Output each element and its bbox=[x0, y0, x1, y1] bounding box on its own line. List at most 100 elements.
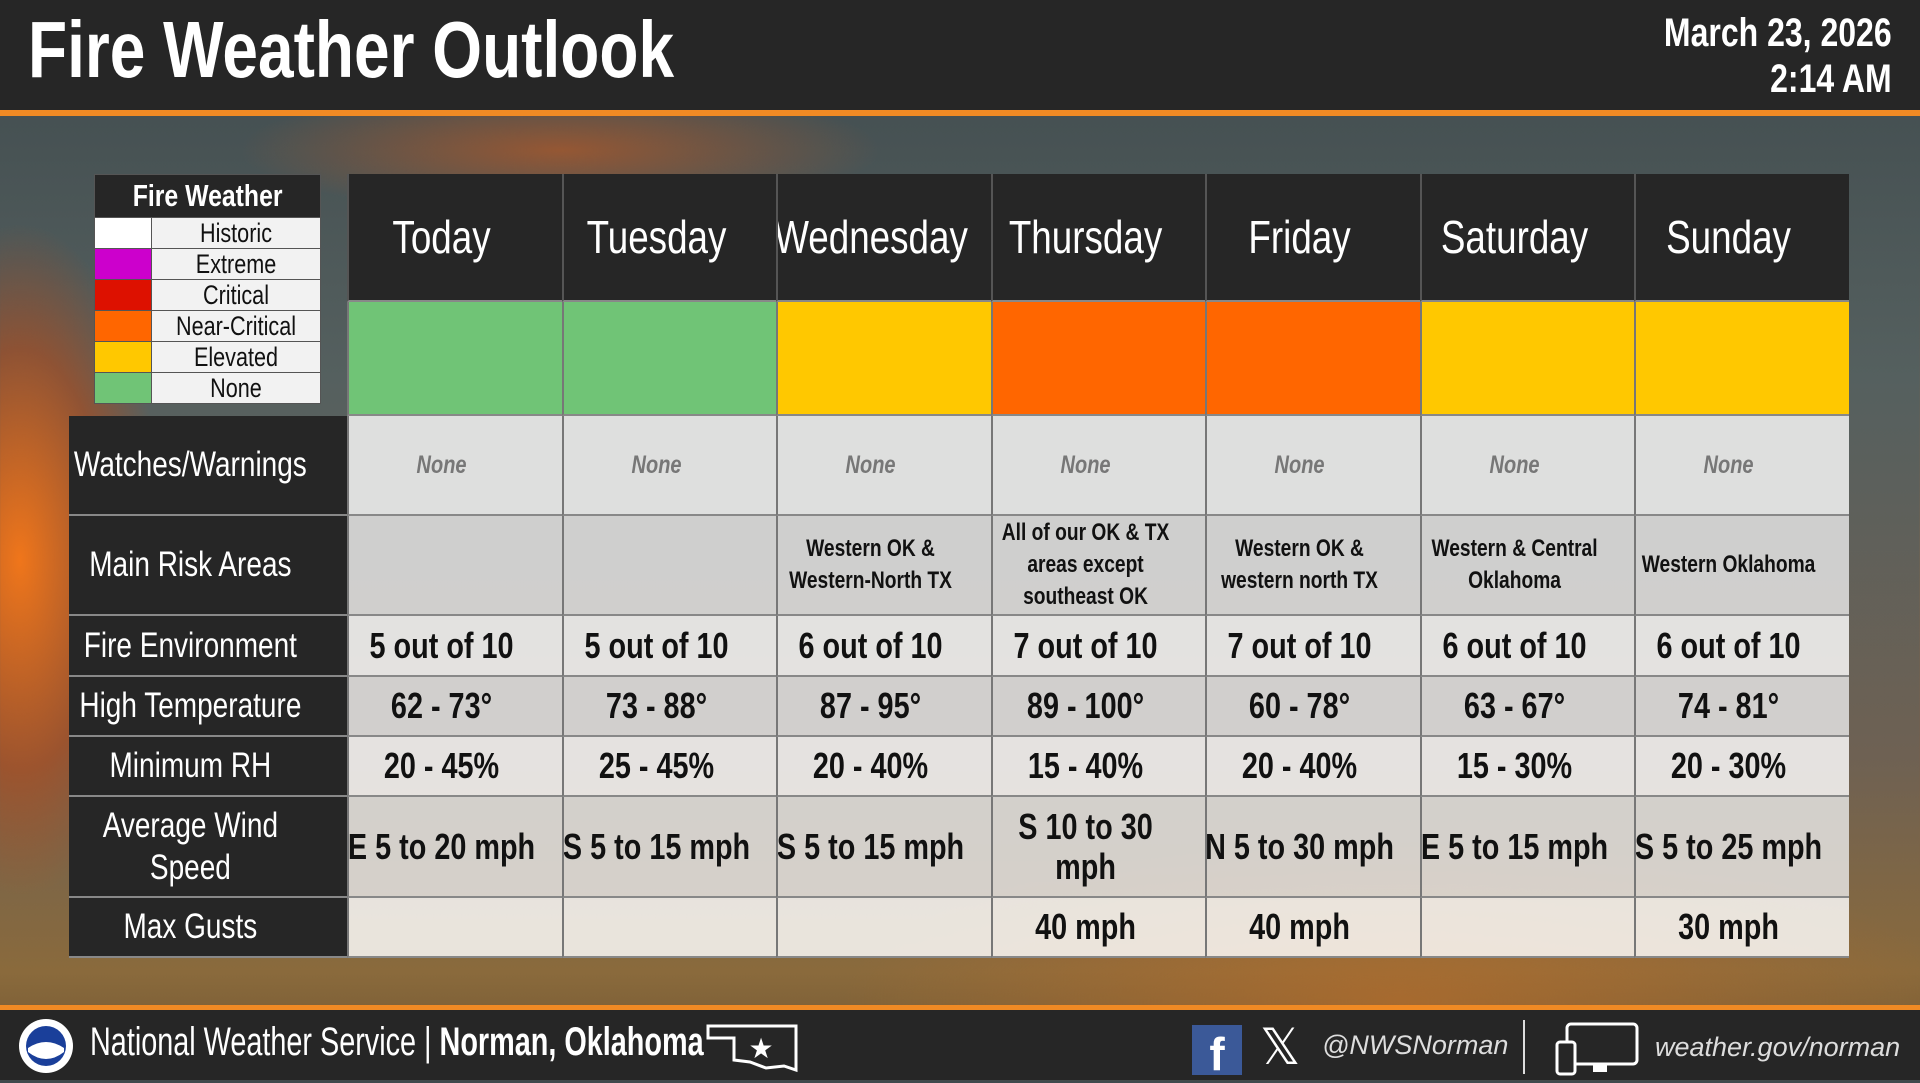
risk-level-elevated bbox=[1634, 302, 1849, 416]
row-label: Max Gusts bbox=[69, 898, 347, 958]
cell-high-temp: 87 - 95° bbox=[776, 677, 991, 737]
row-label-text: Max Gusts bbox=[123, 907, 258, 946]
cell-value: 20 - 30% bbox=[1671, 745, 1787, 786]
cell-value: 30 mph bbox=[1678, 906, 1780, 947]
cell-value: 5 out of 10 bbox=[369, 624, 514, 666]
cell-value: S 5 to 25 mph bbox=[1635, 825, 1823, 867]
cell-value: None bbox=[416, 450, 467, 479]
cell-watches: None bbox=[1634, 416, 1849, 516]
legend-swatch bbox=[95, 311, 151, 341]
legend-swatch bbox=[95, 280, 151, 310]
legend-swatch bbox=[95, 342, 151, 372]
device-icon bbox=[1555, 1022, 1639, 1076]
cell-watches: None bbox=[1205, 416, 1420, 516]
day-header-sunday: Sunday bbox=[1634, 174, 1849, 302]
footer: National Weather Service | Norman, Oklah… bbox=[0, 1005, 1920, 1080]
cell-wind: S 5 to 15 mph bbox=[561, 797, 776, 898]
cell-value: 25 - 45% bbox=[598, 745, 715, 786]
office-name: Norman, Oklahoma bbox=[439, 1020, 704, 1064]
cell-value: E 5 to 15 mph bbox=[1420, 825, 1609, 867]
legend-swatch bbox=[95, 373, 151, 403]
legend-title-text: Fire Weather bbox=[132, 178, 283, 213]
cell-value: 89 - 100° bbox=[1026, 685, 1145, 726]
cell-value: 20 - 45% bbox=[384, 745, 500, 786]
cell-min-rh: 15 - 40% bbox=[990, 737, 1205, 797]
legend: Fire Weather Historic Extreme Critical Near… bbox=[94, 174, 321, 404]
row-risk: Main Risk Areas Western OK & Western-Nort… bbox=[69, 516, 1849, 616]
legend-item: Historic bbox=[95, 217, 320, 248]
row-min-rh: Minimum RH 20 - 45% 25 - 45% 20 - 40% 15 - 4… bbox=[69, 737, 1849, 797]
day-name: Friday bbox=[1248, 211, 1352, 263]
cell-value: 15 - 40% bbox=[1027, 745, 1144, 786]
row-color bbox=[69, 302, 1849, 416]
risk-level-none bbox=[347, 302, 562, 416]
cell-value: 62 - 73° bbox=[391, 685, 493, 726]
cell-wind: N 5 to 30 mph bbox=[1205, 797, 1420, 898]
cell-gusts: 40 mph bbox=[1205, 898, 1420, 958]
risk-level-elevated bbox=[1419, 302, 1634, 416]
cell-risk: All of our OK & TX areas except southeas… bbox=[990, 516, 1205, 616]
row-wind: Average Wind Speed E 5 to 20 mph S 5 to 15… bbox=[69, 797, 1849, 898]
legend-label-text: Critical bbox=[202, 280, 269, 310]
cell-min-rh: 15 - 30% bbox=[1419, 737, 1634, 797]
cell-value: 7 out of 10 bbox=[1227, 624, 1372, 666]
cell-value: E 5 to 20 mph bbox=[348, 825, 536, 867]
legend-swatch bbox=[95, 218, 151, 248]
row-label: Fire Environment bbox=[69, 616, 347, 677]
website-link[interactable]: weather.gov/norman bbox=[1655, 1032, 1901, 1062]
cell-value: 20 - 40% bbox=[1242, 745, 1358, 786]
cell-risk: Western Oklahoma bbox=[1634, 516, 1849, 616]
cell-value: S 5 to 15 mph bbox=[777, 825, 965, 867]
cell-wind: S 10 to 30 mph bbox=[990, 797, 1205, 898]
legend-label: Critical bbox=[151, 280, 320, 310]
cell-gusts bbox=[561, 898, 776, 958]
row-label-text: Fire Environment bbox=[84, 625, 298, 665]
row-fire-env: Fire Environment 5 out of 10 5 out of 10 6 … bbox=[69, 616, 1849, 677]
cell-wind: S 5 to 15 mph bbox=[776, 797, 991, 898]
cell-value: 6 out of 10 bbox=[1442, 624, 1587, 666]
cell-value: 6 out of 10 bbox=[798, 624, 943, 666]
cell-fire-env: 6 out of 10 bbox=[1419, 616, 1634, 677]
cell-watches: None bbox=[1419, 416, 1634, 516]
legend-label-text: Near-Critical bbox=[175, 311, 297, 341]
issued-time: 2:14 AM bbox=[1770, 57, 1892, 101]
cell-fire-env: 5 out of 10 bbox=[347, 616, 562, 677]
cell-high-temp: 73 - 88° bbox=[561, 677, 776, 737]
cell-value: N 5 to 30 mph bbox=[1205, 825, 1395, 867]
cell-value: 5 out of 10 bbox=[584, 624, 729, 666]
x-icon[interactable]: 𝕏 bbox=[1260, 1019, 1301, 1075]
cell-value: 20 - 40% bbox=[813, 745, 929, 786]
facebook-icon[interactable]: f bbox=[1192, 1025, 1242, 1080]
legend-title: Fire Weather bbox=[95, 175, 320, 217]
footer-divider bbox=[1523, 1020, 1525, 1074]
cell-risk bbox=[561, 516, 776, 616]
day-header-saturday: Saturday bbox=[1419, 174, 1634, 302]
cell-wind: E 5 to 15 mph bbox=[1419, 797, 1634, 898]
cell-min-rh: 20 - 40% bbox=[776, 737, 991, 797]
cell-fire-env: 6 out of 10 bbox=[776, 616, 991, 677]
row-label-text: Minimum RH bbox=[109, 746, 272, 785]
cell-value: Western & Central Oklahoma bbox=[1431, 535, 1598, 594]
row-header: Today Tuesday Wednesday Thursday Friday Satur… bbox=[69, 174, 1849, 302]
header: Fire Weather Outlook March 23, 2026 2:14… bbox=[0, 0, 1920, 116]
social-handle[interactable]: @NWSNorman bbox=[1322, 1030, 1509, 1060]
cell-gusts: 40 mph bbox=[990, 898, 1205, 958]
cell-gusts bbox=[1419, 898, 1634, 958]
cell-watches: None bbox=[347, 416, 562, 516]
cell-value: All of our OK & TX areas except southeas… bbox=[1001, 519, 1170, 610]
day-name: Tuesday bbox=[586, 211, 727, 263]
cell-high-temp: 74 - 81° bbox=[1634, 677, 1849, 737]
day-header-wednesday: Wednesday bbox=[776, 174, 991, 302]
cell-value: Western OK & Western-North TX bbox=[789, 535, 953, 594]
legend-label-text: Historic bbox=[199, 218, 272, 248]
legend-swatch bbox=[95, 249, 151, 279]
risk-level-none bbox=[561, 302, 776, 416]
row-label: Main Risk Areas bbox=[69, 516, 347, 616]
cell-value: Western OK & western north TX bbox=[1221, 535, 1379, 594]
row-label: Watches/Warnings bbox=[69, 416, 347, 516]
cell-value: None bbox=[1703, 450, 1754, 479]
page-title: Fire Weather Outlook bbox=[28, 5, 675, 94]
legend-label: Near-Critical bbox=[151, 311, 320, 341]
legend-label-text: Extreme bbox=[195, 249, 277, 279]
cell-watches: None bbox=[561, 416, 776, 516]
